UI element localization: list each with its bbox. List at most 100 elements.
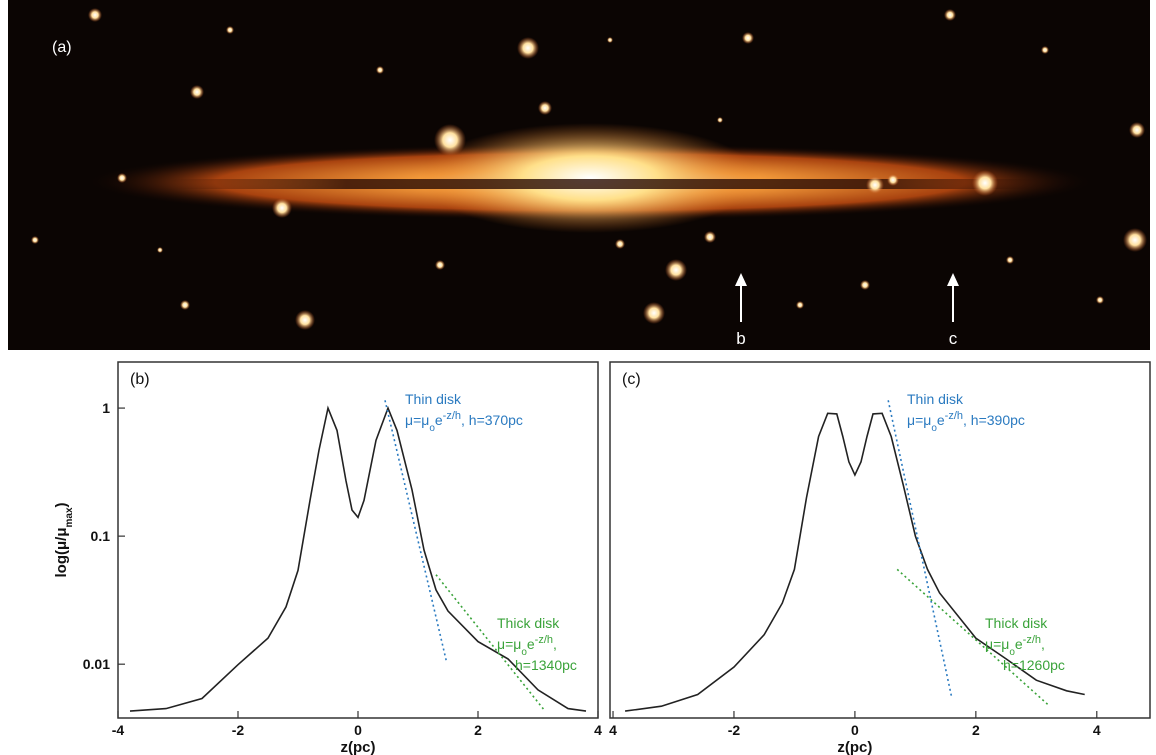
formula-part: e — [937, 412, 945, 428]
y-axis-label: log(μ/μmax) — [53, 502, 75, 577]
formula-part: μ=μ — [985, 636, 1009, 652]
stars — [31, 8, 1147, 330]
star — [88, 8, 102, 22]
star — [1123, 228, 1147, 252]
annotation-formula: μ=μoe-z/h, — [985, 634, 1045, 658]
x-tick-label: 4 — [594, 722, 602, 738]
star — [538, 101, 552, 115]
arrow-head — [947, 273, 959, 286]
galaxy-image: (a) b c — [8, 0, 1150, 350]
formula-exp: -z/h — [945, 410, 963, 422]
annotation-formula: μ=μoe-z/h, h=370pc — [405, 410, 523, 434]
annotation-formula: h=1260pc — [1003, 657, 1065, 673]
formula-part: μ=μ — [907, 412, 931, 428]
panel-label: (a) — [52, 39, 72, 56]
formula-part: e — [1015, 636, 1023, 652]
formula-part: , h=370pc — [461, 412, 523, 428]
star — [860, 280, 870, 290]
star — [1129, 122, 1145, 138]
formula-sub: o — [931, 423, 937, 434]
star — [180, 300, 190, 310]
y-tick-label: 0.01 — [83, 656, 110, 672]
formula-part: e — [435, 412, 443, 428]
y-tick-label: 0.1 — [91, 528, 111, 544]
star — [665, 259, 687, 281]
arrow-head — [735, 273, 747, 286]
dust-lane — [170, 179, 1050, 189]
star — [972, 170, 998, 196]
x-tick-label: -2 — [232, 722, 245, 738]
star — [31, 236, 39, 244]
star — [796, 301, 804, 309]
panel-label: (c) — [622, 371, 641, 388]
star — [717, 117, 723, 123]
x-tick-label: -2 — [728, 722, 741, 738]
formula-exp: -z/h — [535, 634, 553, 646]
x-tick-label: 4 — [609, 722, 617, 738]
formula-part: , h=390pc — [963, 412, 1025, 428]
galaxy-bulge — [420, 123, 760, 233]
star — [434, 124, 466, 156]
star — [643, 302, 665, 324]
star — [1096, 296, 1104, 304]
star — [866, 176, 884, 194]
x-tick-label: 2 — [972, 722, 980, 738]
formula-sub: o — [1009, 647, 1015, 658]
x-tick-label: 0 — [851, 722, 859, 738]
star — [435, 260, 445, 270]
panel-label: (b) — [130, 371, 150, 388]
star — [117, 173, 127, 183]
annotation-title: Thin disk — [907, 391, 964, 407]
star — [272, 198, 292, 218]
star — [615, 239, 625, 249]
annotation-formula: μ=μoe-z/h, — [497, 634, 557, 658]
star — [157, 247, 163, 253]
formula-part: e — [527, 636, 535, 652]
fit-line — [887, 400, 953, 698]
formula-part: μ=μ — [405, 412, 429, 428]
star — [607, 37, 613, 43]
profile-line — [129, 405, 587, 712]
y-tick-label: 1 — [102, 400, 110, 416]
x-tick-label: 0 — [354, 722, 362, 738]
x-axis-label: z(pc) — [837, 739, 872, 755]
y-label-end: ) — [53, 502, 70, 507]
arrow-label: b — [736, 329, 745, 348]
plot-frame — [609, 361, 1151, 719]
formula-part: , — [1041, 636, 1045, 652]
star — [226, 26, 234, 34]
star — [376, 66, 384, 74]
annotation-title: Thin disk — [405, 391, 462, 407]
fit-line — [435, 574, 545, 711]
formula-part: , — [553, 636, 557, 652]
x-axis-label: z(pc) — [341, 739, 376, 755]
annotation-title: Thick disk — [985, 615, 1048, 631]
star — [1041, 46, 1049, 54]
star — [944, 9, 956, 21]
fit-line — [896, 568, 1049, 706]
annotation-formula: h=1340pc — [515, 657, 577, 673]
y-label-text: log(μ/μ — [53, 528, 70, 578]
star — [517, 37, 539, 59]
formula-sub: o — [429, 423, 435, 434]
star — [742, 32, 754, 44]
annotation-formula: μ=μoe-z/h, h=390pc — [907, 410, 1025, 434]
formula-part: μ=μ — [497, 636, 521, 652]
arrow-label: c — [949, 329, 958, 348]
formula-exp: -z/h — [1023, 634, 1041, 646]
star — [704, 231, 716, 243]
formula-exp: -z/h — [443, 410, 461, 422]
star — [190, 85, 204, 99]
x-tick-label: -4 — [112, 722, 125, 738]
annotation-title: Thick disk — [497, 615, 560, 631]
chart: -4 -2 0 2 4 0.01 0.1 1 z(pc) log(μ/μmax) (b) Thin d… — [53, 361, 602, 755]
y-label-sub: max — [64, 507, 75, 527]
star — [1006, 256, 1014, 264]
x-tick-label: 2 — [474, 722, 482, 738]
x-tick-label: 4 — [1093, 722, 1101, 738]
fit-line — [384, 400, 447, 661]
profile-line — [624, 412, 1085, 712]
formula-sub: o — [521, 647, 527, 658]
